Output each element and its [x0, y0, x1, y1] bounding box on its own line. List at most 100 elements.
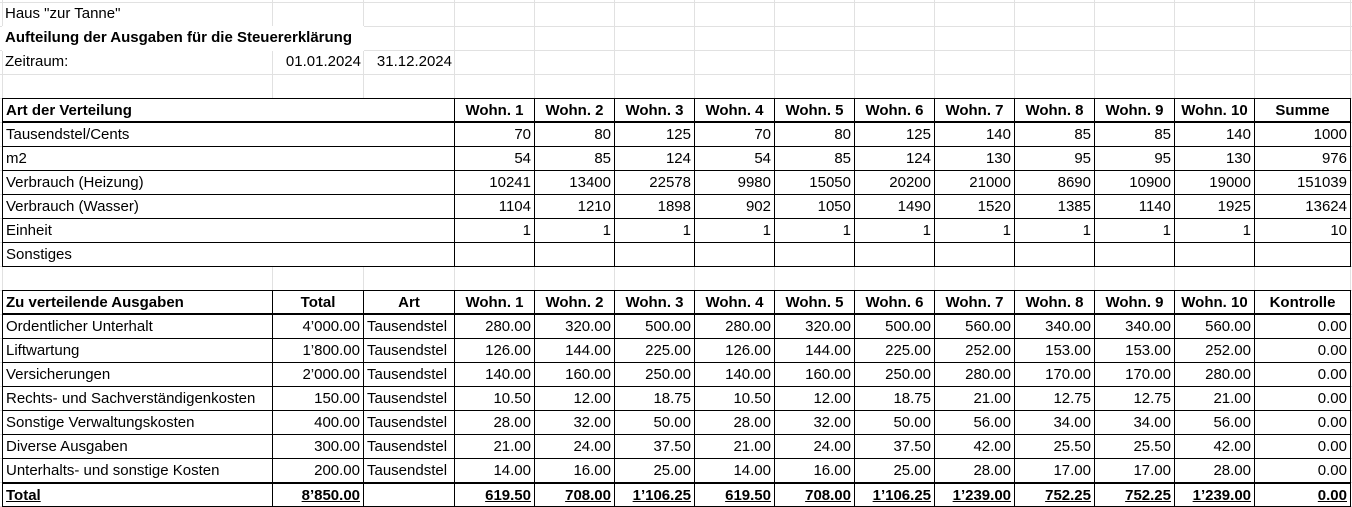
total-cell: 4’000.00 [272, 314, 364, 339]
value-cell: 124 [854, 146, 935, 171]
row-label: Diverse Ausgaben [2, 434, 273, 459]
row-label: Tausendstel/Cents [2, 122, 455, 147]
value-cell: 140.00 [454, 362, 535, 387]
value-cell: 140 [934, 122, 1015, 147]
value-cell: 21.00 [1174, 386, 1255, 411]
value-cell: 21.00 [694, 434, 775, 459]
value-cell: 1104 [454, 194, 535, 219]
gridline [0, 74, 1352, 75]
value-cell: 34.00 [1014, 410, 1095, 435]
column-header: Wohn. 2 [534, 98, 615, 123]
value-cell: 70 [694, 122, 775, 147]
value-cell: 10.50 [694, 386, 775, 411]
value-cell: 500.00 [854, 314, 935, 339]
value-cell: 18.75 [614, 386, 695, 411]
value-cell: 1925 [1174, 194, 1255, 219]
value-cell: 1000 [1254, 122, 1351, 147]
value-cell: 1 [1094, 218, 1175, 243]
value-cell: 20200 [854, 170, 935, 195]
value-cell: 28.00 [454, 410, 535, 435]
value-cell: 16.00 [534, 458, 615, 483]
value-cell: 21.00 [934, 386, 1015, 411]
value-cell: 125 [854, 122, 935, 147]
value-cell: 151039 [1254, 170, 1351, 195]
value-cell: 1520 [934, 194, 1015, 219]
value-cell: 28.00 [1174, 458, 1255, 483]
value-cell [694, 242, 775, 267]
column-header: Zu verteilende Ausgaben [2, 290, 273, 315]
value-cell: 22578 [614, 170, 695, 195]
total-value: 752.25 [1014, 482, 1095, 507]
title: Haus "zur Tanne" [5, 5, 121, 22]
row-label: Sonstiges [2, 242, 455, 267]
value-cell: 225.00 [854, 338, 935, 363]
column-header: Wohn. 9 [1094, 98, 1175, 123]
value-cell: 15050 [774, 170, 855, 195]
total-cell: 8’850.00 [272, 482, 364, 507]
value-cell: 1 [934, 218, 1015, 243]
row-label: Einheit [2, 218, 455, 243]
value-cell: 85 [1014, 122, 1095, 147]
period-start: 01.01.2024 [285, 53, 361, 70]
total-check: 0.00 [1254, 482, 1351, 507]
check-cell: 0.00 [1254, 458, 1351, 483]
value-cell: 10241 [454, 170, 535, 195]
value-cell: 1 [614, 218, 695, 243]
value-cell [934, 242, 1015, 267]
row-label: m2 [2, 146, 455, 171]
art-cell: Tausendstel [363, 362, 455, 387]
value-cell: 32.00 [774, 410, 855, 435]
value-cell: 126.00 [694, 338, 775, 363]
value-cell: 95 [1094, 146, 1175, 171]
value-cell: 153.00 [1094, 338, 1175, 363]
value-cell: 12.75 [1014, 386, 1095, 411]
check-cell: 0.00 [1254, 362, 1351, 387]
period-label: Zeitraum: [5, 53, 69, 70]
value-cell: 85 [774, 146, 855, 171]
column-header: Wohn. 6 [854, 290, 935, 315]
value-cell: 1490 [854, 194, 935, 219]
total-value: 619.50 [694, 482, 775, 507]
value-cell: 21000 [934, 170, 1015, 195]
value-cell [614, 242, 695, 267]
value-cell [534, 242, 615, 267]
value-cell: 144.00 [534, 338, 615, 363]
value-cell: 12.75 [1094, 386, 1175, 411]
row-label: Verbrauch (Heizung) [2, 170, 455, 195]
value-cell [854, 242, 935, 267]
value-cell: 160.00 [534, 362, 615, 387]
value-cell: 160.00 [774, 362, 855, 387]
total-value: 752.25 [1094, 482, 1175, 507]
value-cell: 25.50 [1014, 434, 1095, 459]
column-header: Wohn. 1 [454, 290, 535, 315]
total-value: 708.00 [774, 482, 855, 507]
value-cell: 280.00 [694, 314, 775, 339]
value-cell: 252.00 [934, 338, 1015, 363]
column-header: Wohn. 10 [1174, 290, 1255, 315]
gridline [0, 26, 1352, 27]
total-cell: 300.00 [272, 434, 364, 459]
value-cell: 130 [934, 146, 1015, 171]
value-cell: 153.00 [1014, 338, 1095, 363]
value-cell: 25.00 [854, 458, 935, 483]
column-header: Summe [1254, 98, 1351, 123]
value-cell: 10.50 [454, 386, 535, 411]
row-label: Sonstige Verwaltungskosten [2, 410, 273, 435]
value-cell: 28.00 [694, 410, 775, 435]
value-cell: 24.00 [774, 434, 855, 459]
value-cell: 19000 [1174, 170, 1255, 195]
value-cell: 56.00 [1174, 410, 1255, 435]
column-header: Wohn. 9 [1094, 290, 1175, 315]
column-header: Wohn. 4 [694, 98, 775, 123]
column-header: Wohn. 5 [774, 290, 855, 315]
value-cell: 976 [1254, 146, 1351, 171]
value-cell: 252.00 [1174, 338, 1255, 363]
value-cell: 320.00 [774, 314, 855, 339]
value-cell: 24.00 [534, 434, 615, 459]
value-cell: 13400 [534, 170, 615, 195]
value-cell: 13624 [1254, 194, 1351, 219]
subtitle: Aufteilung der Ausgaben für die Steuerer… [2, 26, 364, 51]
column-header: Wohn. 7 [934, 98, 1015, 123]
check-cell: 0.00 [1254, 338, 1351, 363]
